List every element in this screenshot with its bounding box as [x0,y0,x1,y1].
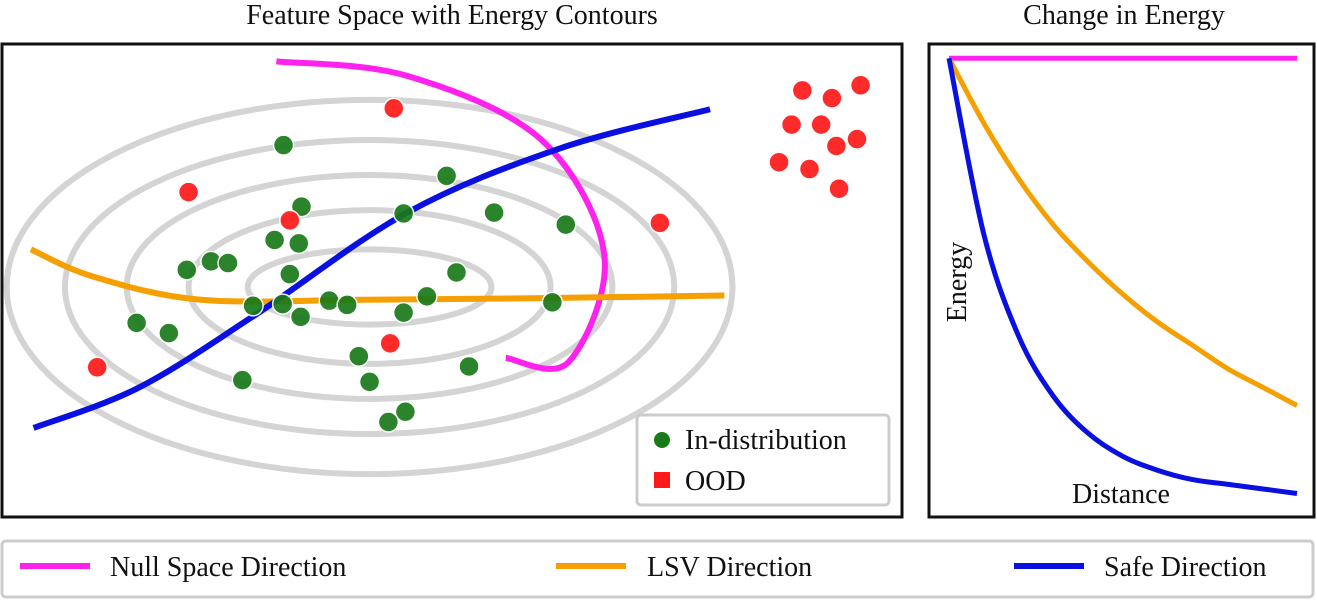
energy-lines [946,55,1299,496]
ood-point-2 [177,181,200,203]
energy-contour-5 [3,96,736,478]
legend-null-space-label: Null Space Direction [110,552,346,583]
direction-legend: Null Space Direction LSV Direction Safe … [0,539,1315,599]
in-distribution-point-20 [289,306,312,328]
in-distribution-point-12 [279,263,301,285]
in-distribution-point-8 [288,232,310,255]
in-distribution-point-23 [158,322,180,344]
feature-space-panel: Feature Space with Energy Contours In-di… [0,0,904,519]
legend-ood-label: OOD [685,466,746,497]
in-distribution-point-11 [176,259,198,281]
in-distribution-point-4 [392,202,415,225]
in-distribution-point-19 [336,294,358,316]
ood-point-8 [849,74,872,97]
in-distribution-point-18 [318,289,340,312]
in-distribution-point-7 [263,229,286,251]
ood-point-3 [279,209,301,232]
in-distribution-point-29 [377,411,400,433]
in-distribution-point-17 [271,293,294,315]
safe-curve [32,106,711,431]
energy-contour-4 [61,137,678,437]
in-distribution-point-26 [231,369,254,391]
in-distribution-point-3 [290,195,313,218]
in-distribution-point-16 [242,295,264,317]
direction-legend-box [0,539,1315,599]
ood-point-9 [821,87,843,109]
in-distribution-point-24 [348,345,370,367]
legend-ood-marker [654,472,670,488]
lsv-energy-line [946,57,1299,408]
in-distribution-point-2 [435,165,458,187]
left-frame [0,42,904,519]
ood-point-5 [379,332,401,355]
right-ylabel: Energy [942,242,973,322]
in-distribution-point-10 [217,252,239,274]
scatter-points [86,74,872,433]
in-distribution-point-28 [394,400,417,423]
legend-safe-label: Safe Direction [1104,552,1267,583]
in-distribution-point-22 [125,312,148,334]
right-xlabel: Distance [1072,479,1170,510]
legend-lsv-label: LSV Direction [647,552,812,583]
scatter-legend: In-distribution OOD [635,413,891,507]
in-distribution-point-27 [358,371,381,393]
scatter-legend-box [635,413,891,507]
in-distribution-point-1 [272,134,295,156]
in-distribution-point-14 [416,285,438,308]
in-distribution-point-6 [555,213,577,236]
legend-in-distribution-marker [654,432,670,448]
left-title: Feature Space with Energy Contours [246,0,658,31]
legend-in-distribution-label: In-distribution [685,425,847,456]
ood-point-10 [780,113,803,136]
null-space-curve [276,58,608,372]
ood-point-11 [810,113,832,136]
ood-point-7 [791,79,814,102]
energy-contour-2 [185,207,554,367]
ood-point-14 [768,151,790,173]
energy-change-panel: Change in Energy Energy Distance [927,0,1316,519]
in-distribution-point-13 [445,261,468,284]
right-title: Change in Energy [1023,0,1225,31]
in-distribution-point-5 [483,201,505,224]
ood-point-12 [846,128,868,150]
in-distribution-point-15 [541,291,564,314]
energy-contours [3,96,736,478]
ood-point-6 [86,356,108,379]
ood-point-16 [828,177,850,200]
in-distribution-point-25 [458,355,480,378]
ood-point-15 [798,158,821,180]
safe-energy-line [946,57,1298,496]
in-distribution-point-21 [392,301,415,324]
ood-point-13 [825,135,848,157]
right-frame [927,42,1316,519]
energy-contour-1 [244,246,495,328]
ood-point-4 [649,212,671,234]
ood-point-1 [383,97,405,120]
